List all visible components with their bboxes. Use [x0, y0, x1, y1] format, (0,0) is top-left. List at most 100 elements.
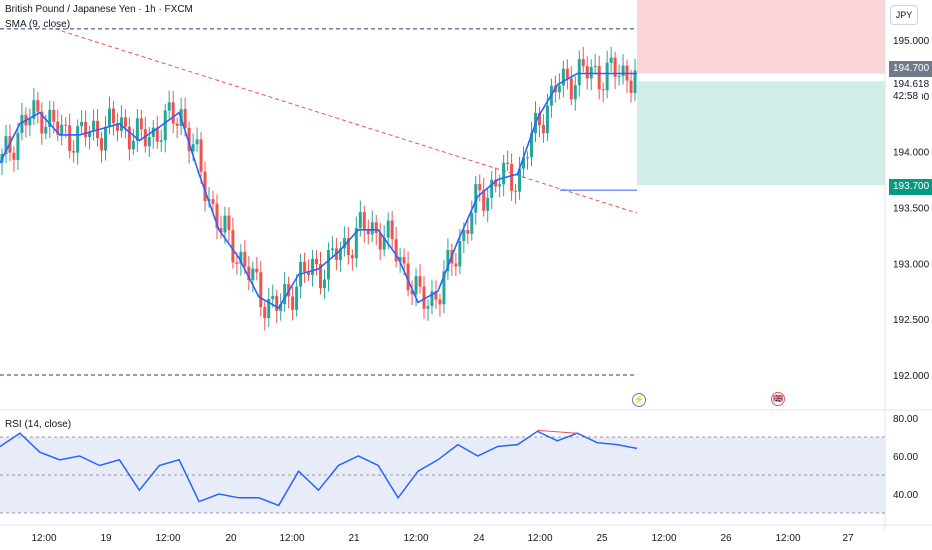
- candle-body: [478, 184, 482, 191]
- candle-body: [446, 249, 450, 272]
- time-tick-label: 27: [842, 533, 854, 544]
- candle-body: [199, 139, 203, 172]
- candle-body: [482, 190, 486, 211]
- candle-body: [127, 126, 131, 150]
- candle-body: [530, 133, 534, 158]
- price-tick-label: 194.000: [893, 148, 930, 159]
- time-tick-label: 20: [225, 533, 237, 544]
- rsi-band: [0, 437, 885, 513]
- candle-body: [311, 258, 315, 276]
- candle-body: [330, 248, 334, 251]
- candle-body: [283, 284, 287, 305]
- candle-body: [191, 144, 195, 152]
- currency-button[interactable]: JPY: [890, 5, 918, 25]
- candle-body: [251, 268, 255, 281]
- candle-body: [545, 105, 549, 134]
- candle-body: [609, 57, 613, 63]
- price-tick-label: 192.000: [893, 371, 930, 382]
- candle-body: [394, 239, 398, 262]
- candle-body: [183, 109, 187, 128]
- candle-body: [231, 230, 235, 263]
- candle-body: [442, 271, 446, 305]
- candle-body: [561, 68, 565, 86]
- candle-body: [275, 296, 279, 311]
- candle-body: [28, 118, 32, 126]
- candle-body: [139, 118, 143, 130]
- candle-body: [12, 152, 16, 160]
- candle-body: [131, 140, 135, 150]
- candle-body: [68, 125, 72, 151]
- candle-body: [346, 238, 350, 256]
- time-tick-label: 24: [473, 533, 485, 544]
- candle-body: [107, 108, 111, 127]
- candle-body: [613, 57, 617, 77]
- candle-body: [319, 264, 322, 289]
- time-tick-label: 12:00: [527, 533, 552, 544]
- rsi-tick-label: 60.00: [893, 452, 918, 463]
- candle-body: [111, 108, 115, 124]
- candle-body: [518, 168, 522, 192]
- candle-body: [171, 102, 175, 124]
- candle-body: [295, 286, 299, 310]
- candle-body: [502, 162, 506, 185]
- candle-body: [569, 78, 573, 100]
- candle-body: [354, 227, 358, 259]
- time-tick-label: 21: [348, 533, 360, 544]
- candle-body: [557, 85, 561, 93]
- lightning-icon[interactable]: ⚡: [632, 393, 646, 407]
- candle-body: [291, 296, 295, 310]
- rsi-divergence-line: [537, 429, 578, 434]
- candle-body: [315, 258, 319, 265]
- candle-body: [565, 68, 569, 79]
- candle-body: [84, 121, 88, 138]
- candle-body: [135, 118, 139, 141]
- price-tick-label: 195.000: [893, 36, 930, 47]
- sma-legend[interactable]: SMA (9, close): [5, 19, 71, 30]
- candle-body: [541, 125, 545, 134]
- time-tick-label: 12:00: [155, 533, 180, 544]
- candle-body: [537, 112, 541, 126]
- candle-body: [32, 100, 36, 119]
- candle-body: [40, 111, 44, 134]
- candle-body: [279, 304, 283, 311]
- candle-body: [36, 100, 40, 112]
- time-tick-label: 12:00: [403, 533, 428, 544]
- target-zone: [637, 81, 885, 186]
- flag-icon[interactable]: 🇬🇧: [771, 392, 785, 406]
- candle-body: [438, 299, 442, 305]
- candle-body: [577, 59, 581, 86]
- candle-body: [522, 157, 526, 169]
- candle-body: [326, 250, 330, 280]
- candle-body: [322, 279, 326, 289]
- candle-body: [60, 124, 64, 135]
- rsi-legend[interactable]: RSI (14, close): [5, 419, 72, 430]
- candle-body: [585, 66, 589, 79]
- candle-body: [414, 276, 418, 295]
- candle-body: [434, 291, 438, 300]
- trend-line: [54, 28, 638, 214]
- candle-body: [621, 65, 625, 76]
- candle-body: [426, 306, 430, 309]
- candle-body: [195, 139, 199, 145]
- price-tick-label: 193.000: [893, 259, 930, 270]
- candle-body: [470, 212, 474, 234]
- candle-body: [151, 127, 155, 137]
- candle-body: [506, 162, 510, 164]
- candle-body: [342, 238, 346, 249]
- candle-body: [100, 138, 104, 151]
- candle-body: [64, 124, 68, 126]
- candle-body: [92, 120, 96, 132]
- candle-body: [215, 203, 219, 229]
- candle-body: [255, 268, 259, 273]
- candle-body: [597, 66, 601, 90]
- time-tick-label: 12:00: [31, 533, 56, 544]
- candle-body: [155, 127, 159, 142]
- candle-body: [211, 199, 215, 204]
- candle-body: [454, 263, 458, 267]
- candle-body: [267, 298, 271, 319]
- candle-body: [629, 80, 633, 93]
- candle-body: [498, 184, 502, 187]
- candle-body: [514, 190, 518, 192]
- candle-body: [263, 307, 267, 319]
